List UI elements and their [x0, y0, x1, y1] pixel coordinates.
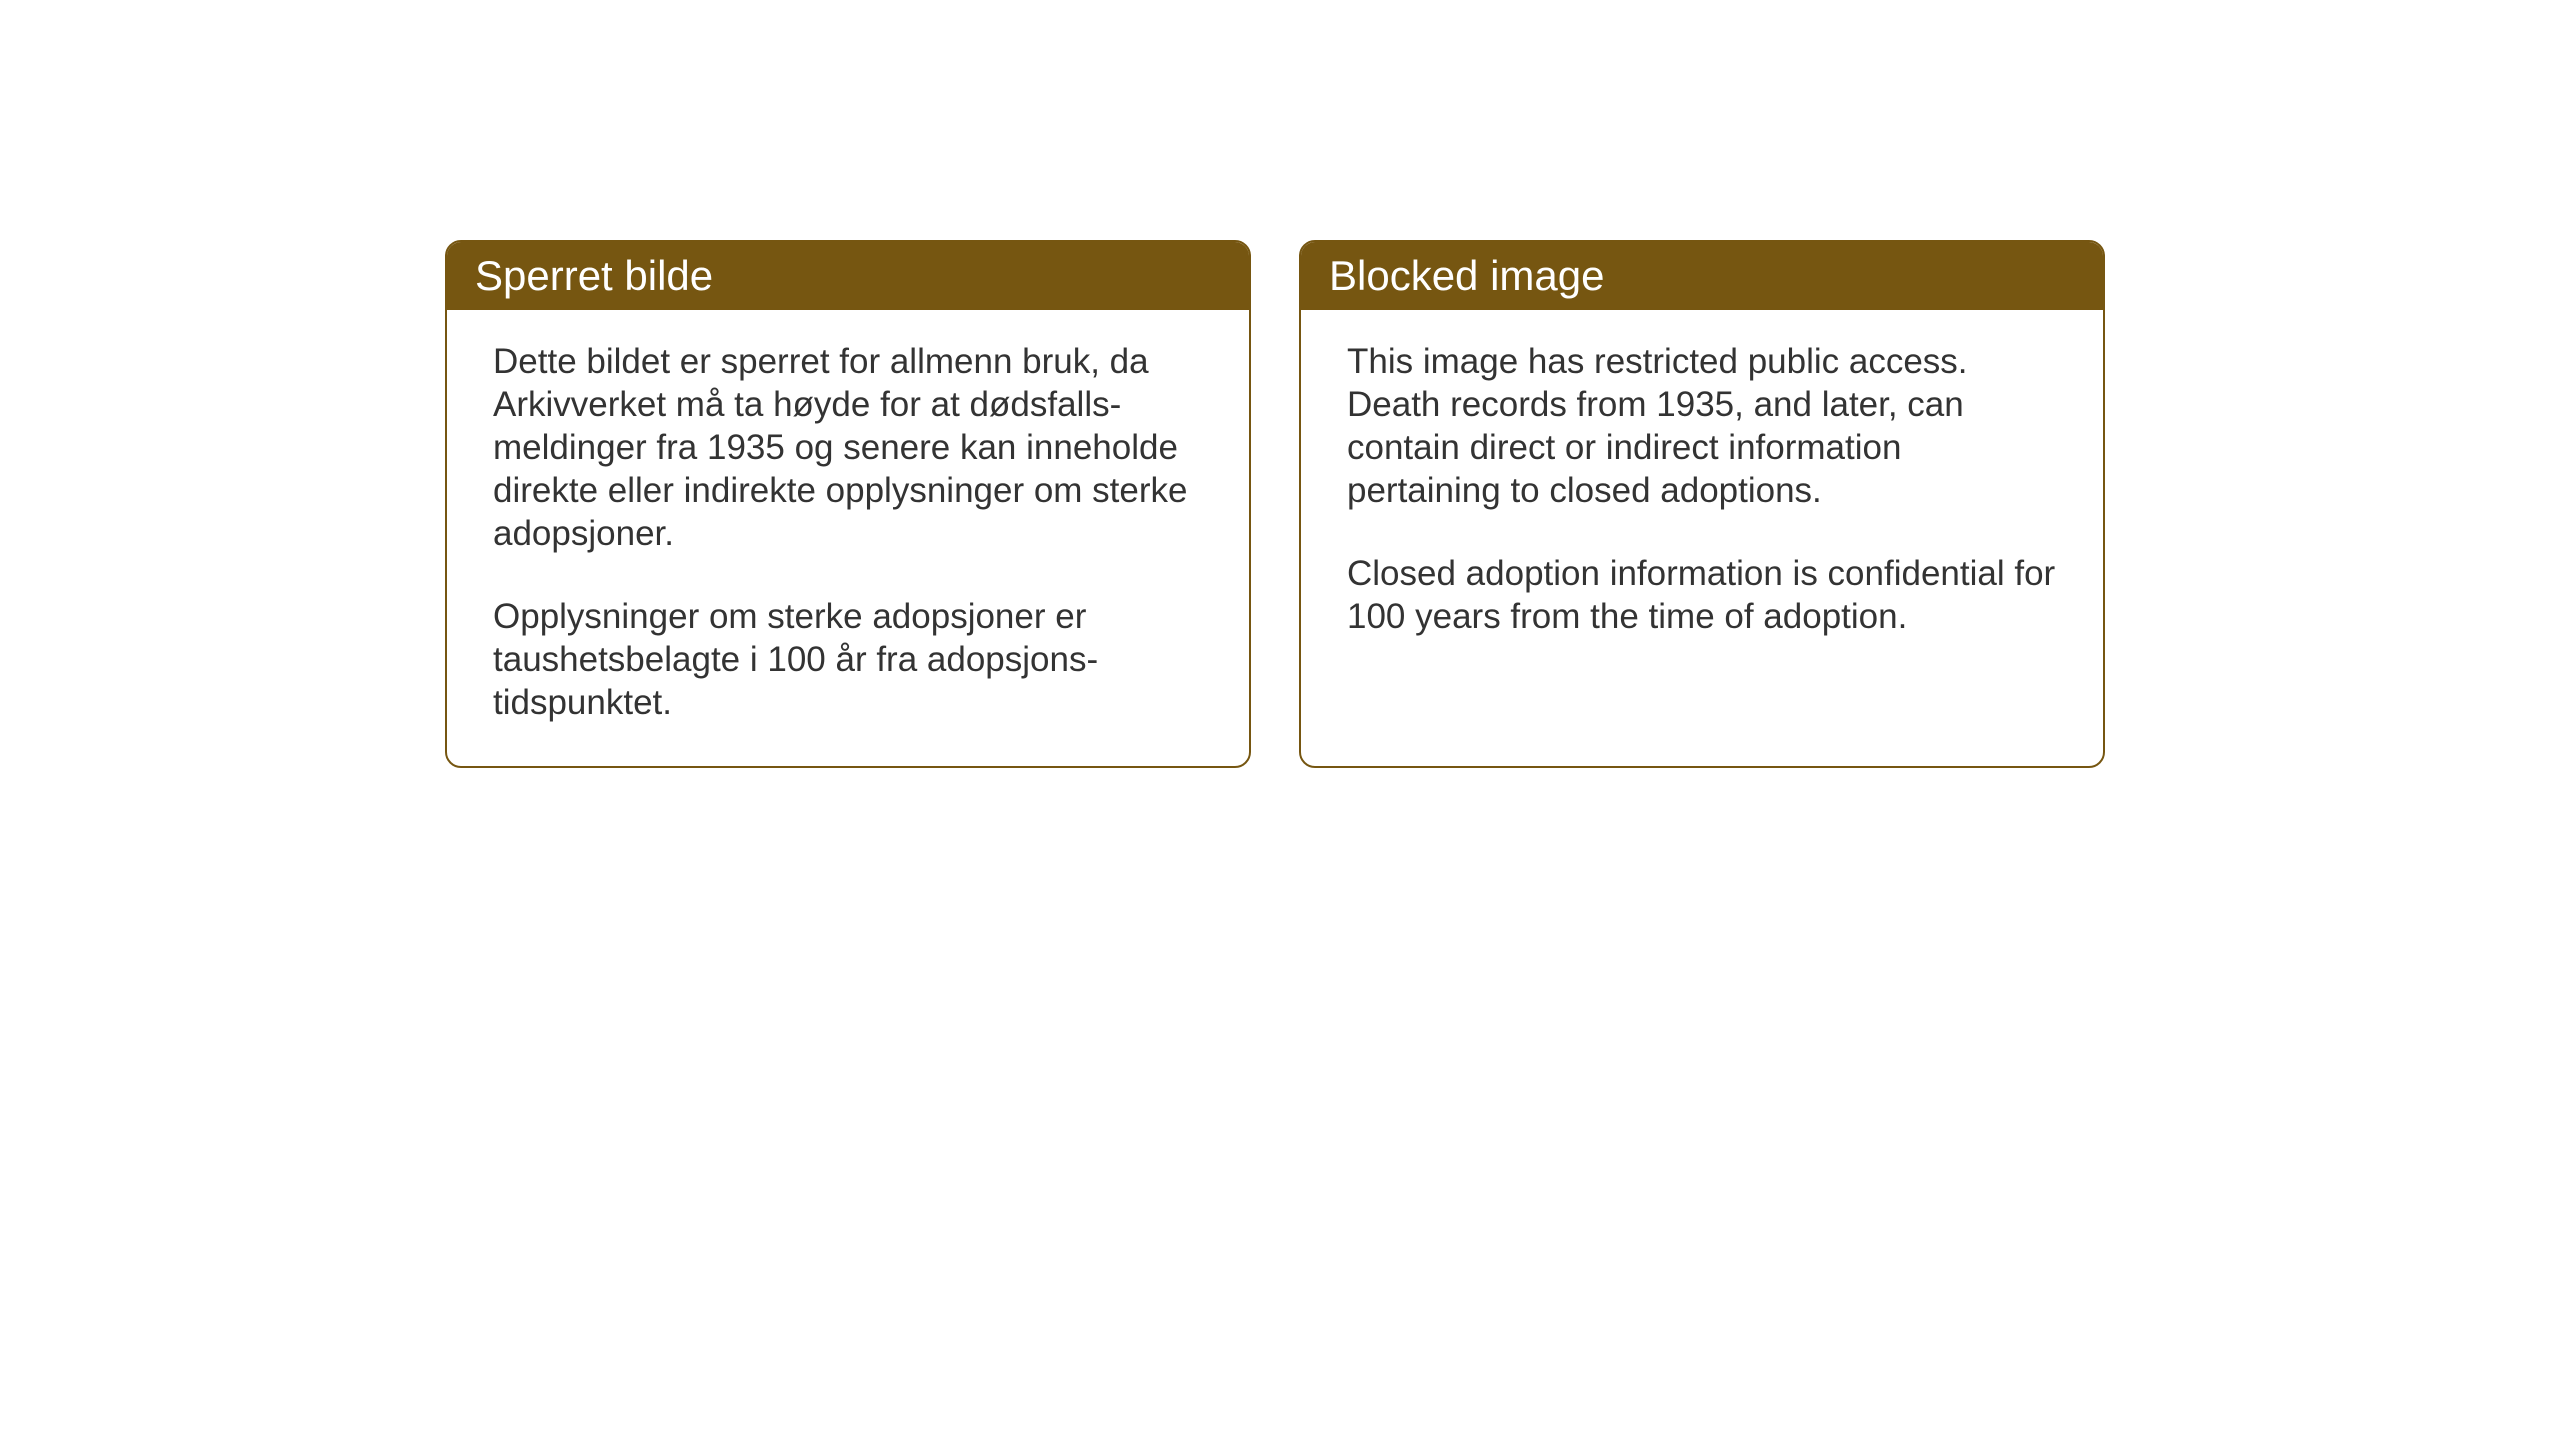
card-header-english: Blocked image: [1301, 242, 2103, 310]
card-text-2: Opplysninger om sterke adopsjoner er tau…: [493, 595, 1203, 724]
card-norwegian: Sperret bilde Dette bildet er sperret fo…: [445, 240, 1251, 768]
card-text-1: This image has restricted public access.…: [1347, 340, 2057, 512]
card-title: Sperret bilde: [475, 252, 713, 299]
card-body-norwegian: Dette bildet er sperret for allmenn bruk…: [447, 310, 1249, 766]
card-title: Blocked image: [1329, 252, 1604, 299]
cards-container: Sperret bilde Dette bildet er sperret fo…: [445, 240, 2105, 768]
card-header-norwegian: Sperret bilde: [447, 242, 1249, 310]
card-english: Blocked image This image has restricted …: [1299, 240, 2105, 768]
card-text-1: Dette bildet er sperret for allmenn bruk…: [493, 340, 1203, 555]
card-body-english: This image has restricted public access.…: [1301, 310, 2103, 680]
card-text-2: Closed adoption information is confident…: [1347, 552, 2057, 638]
